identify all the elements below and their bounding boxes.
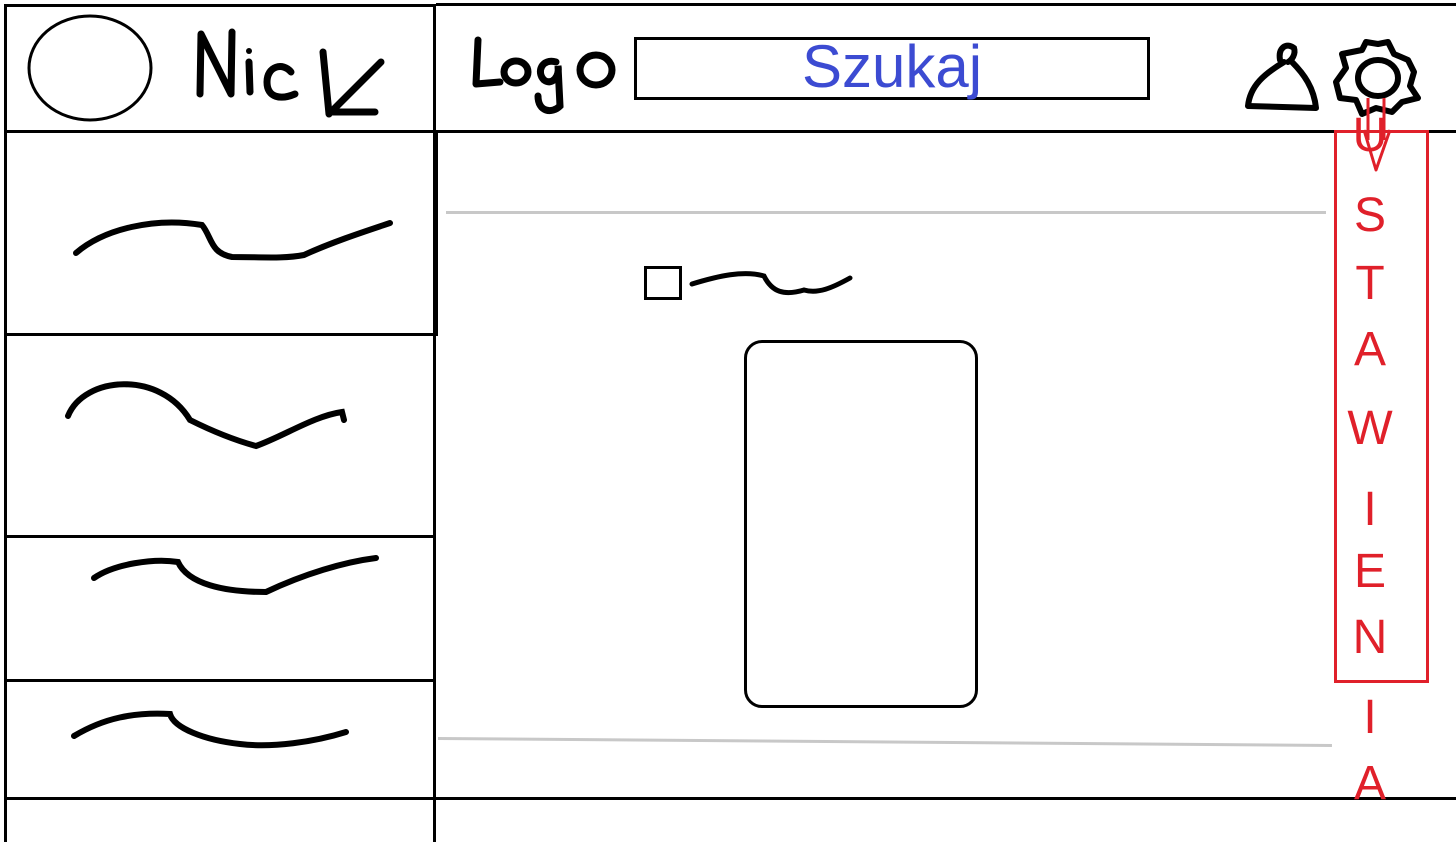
sidebar-item-3-squiggle bbox=[91, 555, 379, 596]
header-bottom-border bbox=[4, 130, 1456, 133]
search-placeholder: Szukaj bbox=[801, 32, 983, 100]
sidebar-item-1-right-border bbox=[435, 133, 438, 335]
gear-icon bbox=[1333, 39, 1421, 117]
sidebar-divider-3 bbox=[4, 679, 436, 682]
nick-text: Nick bbox=[395, 22, 396, 23]
logo-text: Logo bbox=[622, 36, 623, 37]
content-bottom-divider bbox=[437, 737, 1332, 748]
sidebar-left-border bbox=[4, 133, 7, 842]
logo[interactable]: Logo bbox=[472, 36, 622, 116]
sidebar-item-4[interactable] bbox=[4, 682, 434, 797]
settings-button[interactable] bbox=[1332, 38, 1424, 117]
content-text-placeholder bbox=[688, 262, 858, 302]
sidebar-divider-1 bbox=[4, 333, 438, 336]
content-squiggle bbox=[689, 271, 853, 296]
content-top-divider bbox=[446, 211, 1326, 214]
sidebar-item-1[interactable] bbox=[4, 133, 434, 333]
avatar[interactable] bbox=[27, 14, 153, 122]
settings-letter: I bbox=[1363, 483, 1377, 536]
footer-top-border bbox=[4, 797, 1456, 800]
sidebar-item-1-squiggle bbox=[73, 219, 393, 261]
settings-arrow bbox=[1362, 96, 1404, 176]
frame-left-top bbox=[4, 4, 7, 134]
settings-panel[interactable] bbox=[1334, 130, 1429, 683]
settings-letter: E bbox=[1353, 545, 1386, 598]
settings-letter: A bbox=[1353, 757, 1386, 810]
user-icon bbox=[1245, 42, 1319, 111]
sidebar-divider-2 bbox=[4, 535, 436, 538]
sidebar-right-border bbox=[433, 4, 436, 842]
settings-letter: U bbox=[1352, 109, 1388, 162]
search-input[interactable]: Szukaj bbox=[634, 32, 1150, 100]
arrow-down-icon bbox=[1362, 98, 1392, 172]
settings-letter: N bbox=[1352, 611, 1388, 664]
settings-letter: S bbox=[1353, 189, 1386, 242]
logo-handwriting bbox=[472, 36, 616, 115]
content-checkbox[interactable] bbox=[644, 266, 682, 300]
nick-handwriting bbox=[196, 28, 385, 118]
sidebar-item-2[interactable] bbox=[4, 336, 434, 535]
header-top-border bbox=[436, 3, 1456, 6]
settings-letter: W bbox=[1347, 402, 1393, 455]
nick-label: Nick bbox=[195, 22, 395, 122]
sidebar-footer bbox=[4, 800, 434, 842]
content-card[interactable] bbox=[744, 340, 978, 708]
settings-letter: I bbox=[1363, 691, 1377, 744]
settings-letter: A bbox=[1353, 323, 1386, 376]
avatar-circle-icon bbox=[27, 14, 153, 122]
sidebar-item-2-squiggle bbox=[65, 381, 347, 450]
sidebar-item-4-squiggle bbox=[71, 710, 349, 749]
user-button[interactable] bbox=[1244, 38, 1324, 112]
settings-letter: T bbox=[1355, 257, 1385, 310]
sidebar-item-3[interactable] bbox=[4, 538, 434, 679]
frame-top-left bbox=[4, 4, 436, 7]
